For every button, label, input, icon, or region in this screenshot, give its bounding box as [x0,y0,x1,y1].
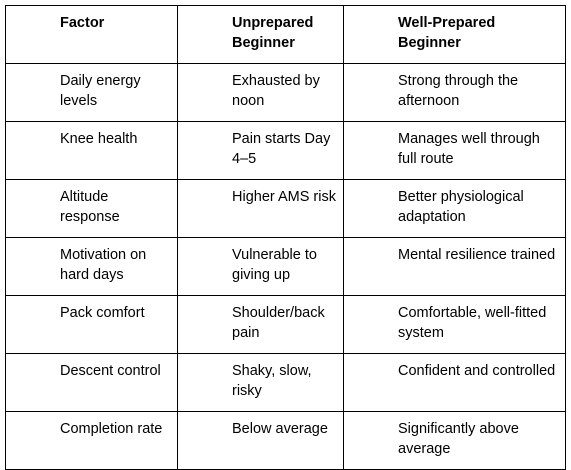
unprepared-cell: Shaky, slow, risky [177,353,344,412]
factor-cell: Altitude response [5,179,178,238]
well-prepared-cell: Comfortable, well-fitted system [343,295,566,354]
well-prepared-cell: Mental resilience trained [343,237,566,296]
comparison-table-container: Factor Unprepared Beginner Well-Prepared… [5,5,566,470]
unprepared-cell: Below average [177,411,344,470]
factor-cell: Pack comfort [5,295,178,354]
well-prepared-cell: Confident and controlled [343,353,566,412]
header-factor: Factor [5,5,178,64]
well-prepared-cell: Manages well through full route [343,121,566,180]
comparison-table: Factor Unprepared Beginner Well-Prepared… [5,5,566,470]
table-row: Daily energy levels Exhausted by noon St… [5,63,566,122]
table-header-row: Factor Unprepared Beginner Well-Prepared… [5,5,566,64]
header-well-prepared-beginner: Well-Prepared Beginner [343,5,566,64]
factor-cell: Daily energy levels [5,63,178,122]
well-prepared-cell: Strong through the afternoon [343,63,566,122]
unprepared-cell: Pain starts Day 4–5 [177,121,344,180]
factor-cell: Completion rate [5,411,178,470]
unprepared-cell: Vulnerable to giving up [177,237,344,296]
table-row: Knee health Pain starts Day 4–5 Manages … [5,121,566,180]
well-prepared-cell: Better physiological adaptation [343,179,566,238]
factor-cell: Motivation on hard days [5,237,178,296]
factor-cell: Descent control [5,353,178,412]
unprepared-cell: Higher AMS risk [177,179,344,238]
header-unprepared-beginner: Unprepared Beginner [177,5,344,64]
unprepared-cell: Shoulder/back pain [177,295,344,354]
table-row: Descent control Shaky, slow, risky Confi… [5,353,566,412]
well-prepared-cell: Significantly above average [343,411,566,470]
table-row: Altitude response Higher AMS risk Better… [5,179,566,238]
table-row: Pack comfort Shoulder/back pain Comforta… [5,295,566,354]
factor-cell: Knee health [5,121,178,180]
table-row: Motivation on hard days Vulnerable to gi… [5,237,566,296]
unprepared-cell: Exhausted by noon [177,63,344,122]
table-row: Completion rate Below average Significan… [5,411,566,470]
